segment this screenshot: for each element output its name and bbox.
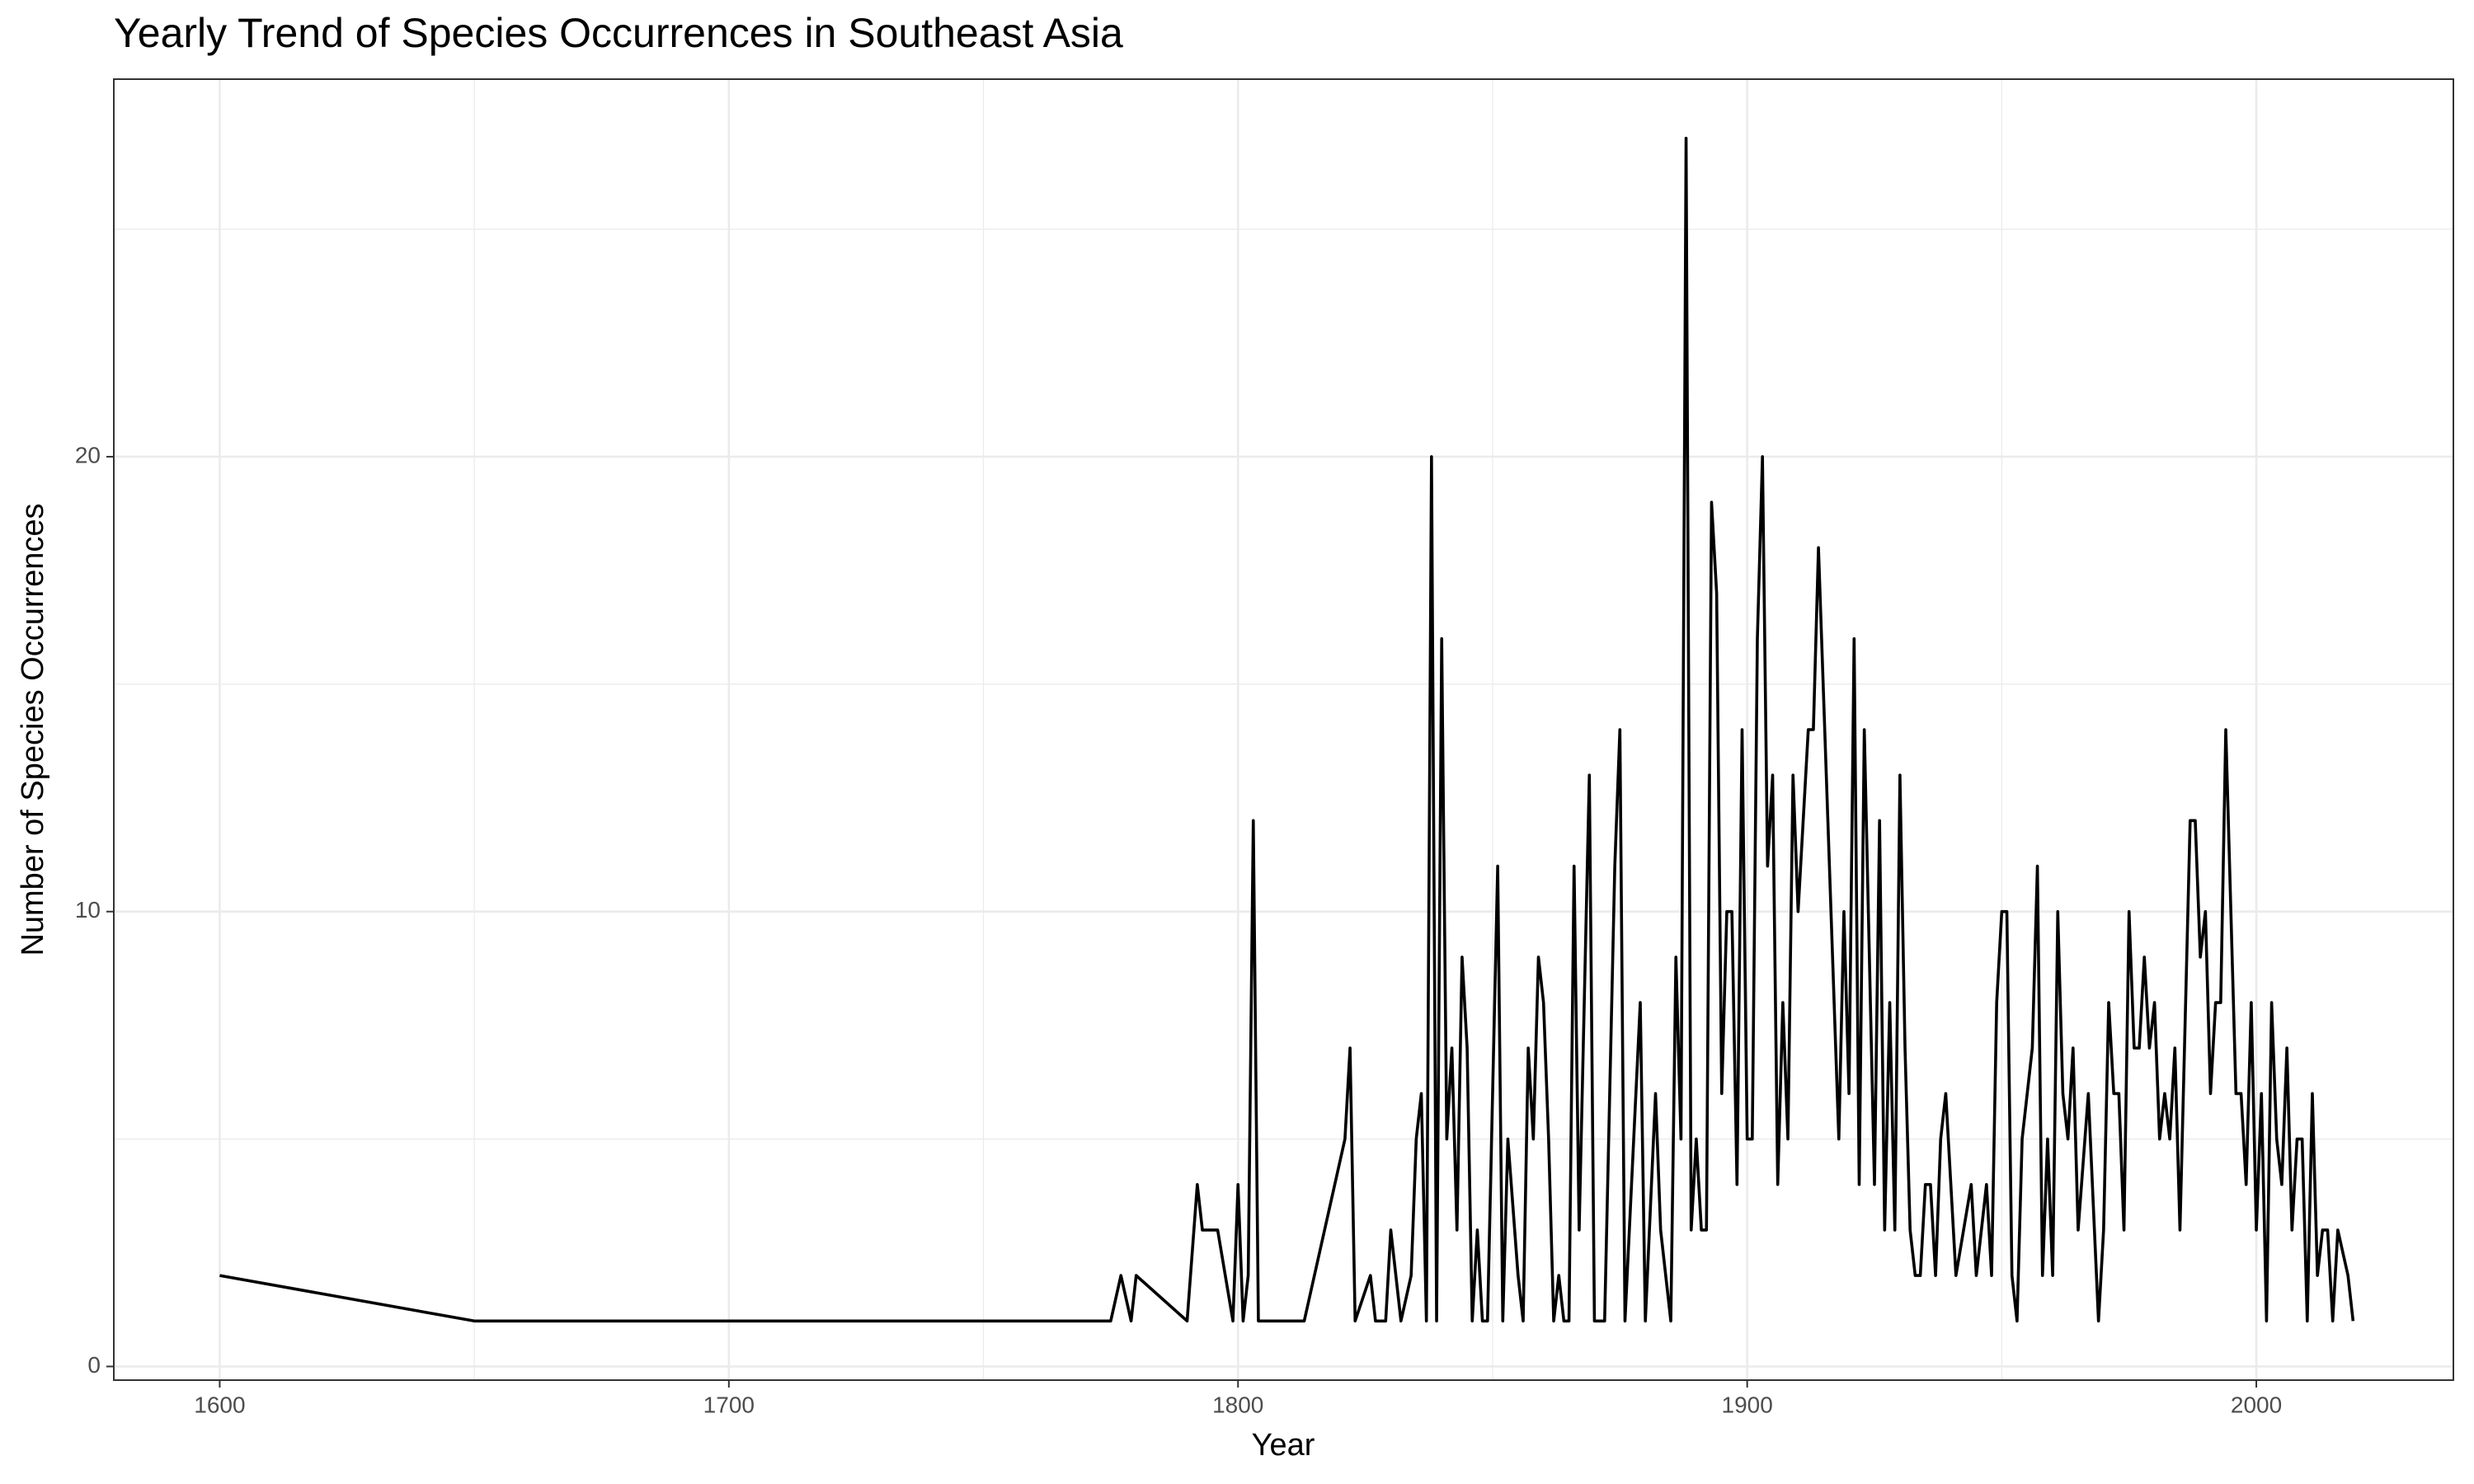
y-tick-label: 20 xyxy=(75,442,101,467)
x-tick-label: 1800 xyxy=(1212,1392,1263,1417)
x-tick-label: 2000 xyxy=(2231,1392,2282,1417)
x-tick-label: 1900 xyxy=(1722,1392,1773,1417)
line-series xyxy=(219,136,2355,1323)
y-tick-label: 0 xyxy=(87,1352,101,1378)
y-axis-title: Number of Species Occurrences xyxy=(16,503,50,956)
x-tick-label: 1700 xyxy=(703,1392,755,1417)
x-axis-title: Year xyxy=(1252,1428,1315,1463)
panel-border xyxy=(113,78,2454,1381)
chart-title: Yearly Trend of Species Occurrences in S… xyxy=(114,10,1123,56)
x-tick-label: 1600 xyxy=(194,1392,245,1417)
y-tick-label: 10 xyxy=(75,897,101,923)
